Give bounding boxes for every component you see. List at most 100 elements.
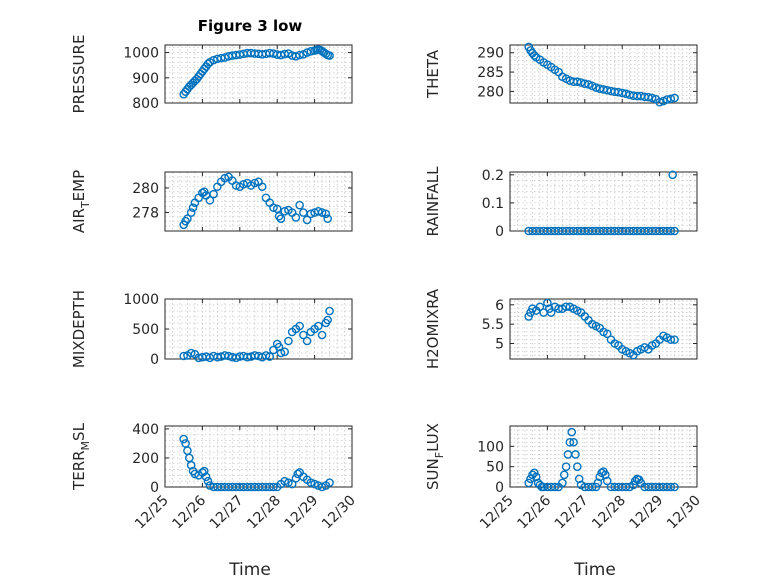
data-point	[302, 48, 312, 57]
data-point	[269, 203, 278, 212]
plot-area-rainfall	[509, 171, 698, 232]
data-point	[621, 89, 631, 99]
data-point	[524, 478, 534, 488]
data-point	[203, 476, 213, 486]
data-point	[670, 93, 679, 103]
data-point	[257, 182, 267, 192]
y-axis-label: H2OMIXRA	[424, 288, 442, 369]
data-point	[666, 482, 676, 492]
data-point	[630, 476, 640, 486]
data-point	[302, 215, 312, 225]
data-point	[199, 466, 209, 476]
data-point	[325, 478, 334, 487]
y-tick-label: 0	[495, 224, 504, 240]
panel-pressure: 800 900 1000 PRESSURE	[70, 35, 353, 113]
y-tick-label: 100	[477, 439, 504, 455]
data-point	[561, 302, 571, 312]
data-point	[591, 83, 601, 92]
y-tick-label: 278	[132, 206, 159, 222]
data-point	[569, 437, 578, 447]
y-tick-label: 280	[477, 84, 504, 100]
data-point	[666, 335, 676, 344]
y-tick-label: 200	[132, 451, 159, 467]
data-point	[291, 213, 301, 222]
data-point	[265, 352, 275, 361]
y-tick-label: 5	[495, 337, 504, 353]
y-tick-label: 285	[477, 65, 504, 81]
data-point	[220, 173, 230, 183]
data-point	[291, 52, 301, 61]
axes-frame	[164, 44, 353, 104]
x-tick-label: 12/27	[552, 493, 592, 533]
y-tick-label: 6	[495, 298, 504, 314]
y-axis-label: AIRTEMP	[70, 170, 92, 233]
data-point	[284, 336, 293, 346]
data-point	[323, 315, 332, 325]
data-point	[546, 308, 556, 317]
data-point	[302, 336, 312, 346]
data-point	[571, 450, 580, 459]
data-point	[543, 298, 552, 308]
axes-frame	[509, 298, 698, 360]
data-point	[573, 77, 582, 87]
data-point	[317, 330, 327, 340]
data-point	[250, 178, 260, 188]
data-point	[220, 53, 230, 62]
y-tick-label: 800	[132, 96, 159, 112]
data-point	[284, 478, 293, 487]
data-point	[602, 329, 612, 339]
data-point	[181, 216, 190, 226]
x-tick-label: 12/26	[169, 492, 209, 532]
data-point	[186, 208, 196, 217]
data-point	[276, 214, 286, 224]
x-tick-label: 12/27	[207, 493, 247, 533]
data-point	[209, 189, 218, 199]
y-tick-label: 1000	[123, 46, 159, 62]
data-point	[295, 50, 304, 60]
x-tick-label: 12/28	[589, 493, 629, 533]
y-tick-label: 0	[150, 352, 159, 368]
data-point	[647, 93, 657, 103]
data-point	[280, 347, 289, 357]
data-point	[580, 79, 590, 88]
data-point	[321, 209, 331, 219]
data-point	[299, 330, 308, 340]
x-tick-label: 12/25	[132, 493, 172, 533]
data-point	[550, 482, 560, 492]
y-tick-label: 0	[150, 480, 159, 496]
x-tick-label: 12/29	[627, 493, 667, 533]
y-tick-label: 500	[132, 322, 159, 338]
x-tick-label: 12/30	[664, 493, 704, 533]
data-point	[274, 211, 284, 221]
data-point	[559, 470, 569, 480]
data-point	[617, 88, 627, 98]
data-point	[567, 427, 577, 437]
data-point	[325, 51, 334, 60]
data-point	[306, 209, 316, 219]
x-tick-label: 12/26	[514, 492, 554, 532]
data-point	[670, 335, 679, 344]
x-tick-label: 12/28	[244, 493, 284, 533]
y-axis-label: MIXDEPTH	[70, 290, 88, 368]
data-point	[587, 482, 597, 492]
y-tick-label: 0.1	[482, 196, 504, 212]
data-point	[558, 478, 567, 488]
data-point	[317, 482, 327, 492]
y-tick-label: 1000	[123, 292, 159, 308]
axes-frame	[509, 44, 698, 104]
data-point	[306, 478, 316, 487]
data-point	[670, 482, 679, 492]
y-axis-label: SUNFLUX	[424, 423, 446, 490]
panel-rainfall: 0 0.1 0.2 RAINFALL	[424, 166, 698, 240]
y-tick-label: 0	[495, 480, 504, 496]
data-point	[201, 472, 211, 482]
data-point	[621, 482, 631, 492]
data-point	[186, 460, 196, 470]
data-point	[670, 226, 679, 236]
data-point	[188, 203, 198, 212]
y-tick-label: 900	[132, 71, 159, 87]
data-point	[561, 462, 571, 471]
